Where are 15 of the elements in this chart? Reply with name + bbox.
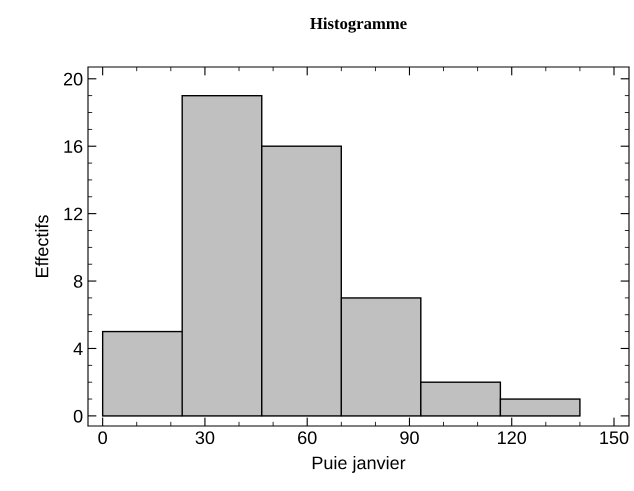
- y-axis-title: Effectifs: [35, 215, 48, 277]
- y-tick-label: 4: [74, 342, 83, 356]
- chart-title: Histogramme: [310, 17, 407, 33]
- x-tick-label: 60: [298, 431, 317, 444]
- x-tick-label: 0: [98, 431, 107, 444]
- y-tick-label: 12: [64, 208, 82, 220]
- x-tick-label: 120: [498, 431, 526, 444]
- x-tick-label: 90: [400, 431, 419, 444]
- x-tick-label: 30: [196, 431, 214, 444]
- x-axis-title: Puie janvier: [312, 456, 406, 473]
- y-tick-label: 20: [64, 72, 82, 86]
- y-tick-label: 0: [74, 410, 82, 423]
- y-tick-label: 16: [64, 140, 82, 153]
- x-tick-label: 150: [600, 431, 628, 444]
- y-tick-label: 8: [74, 274, 82, 288]
